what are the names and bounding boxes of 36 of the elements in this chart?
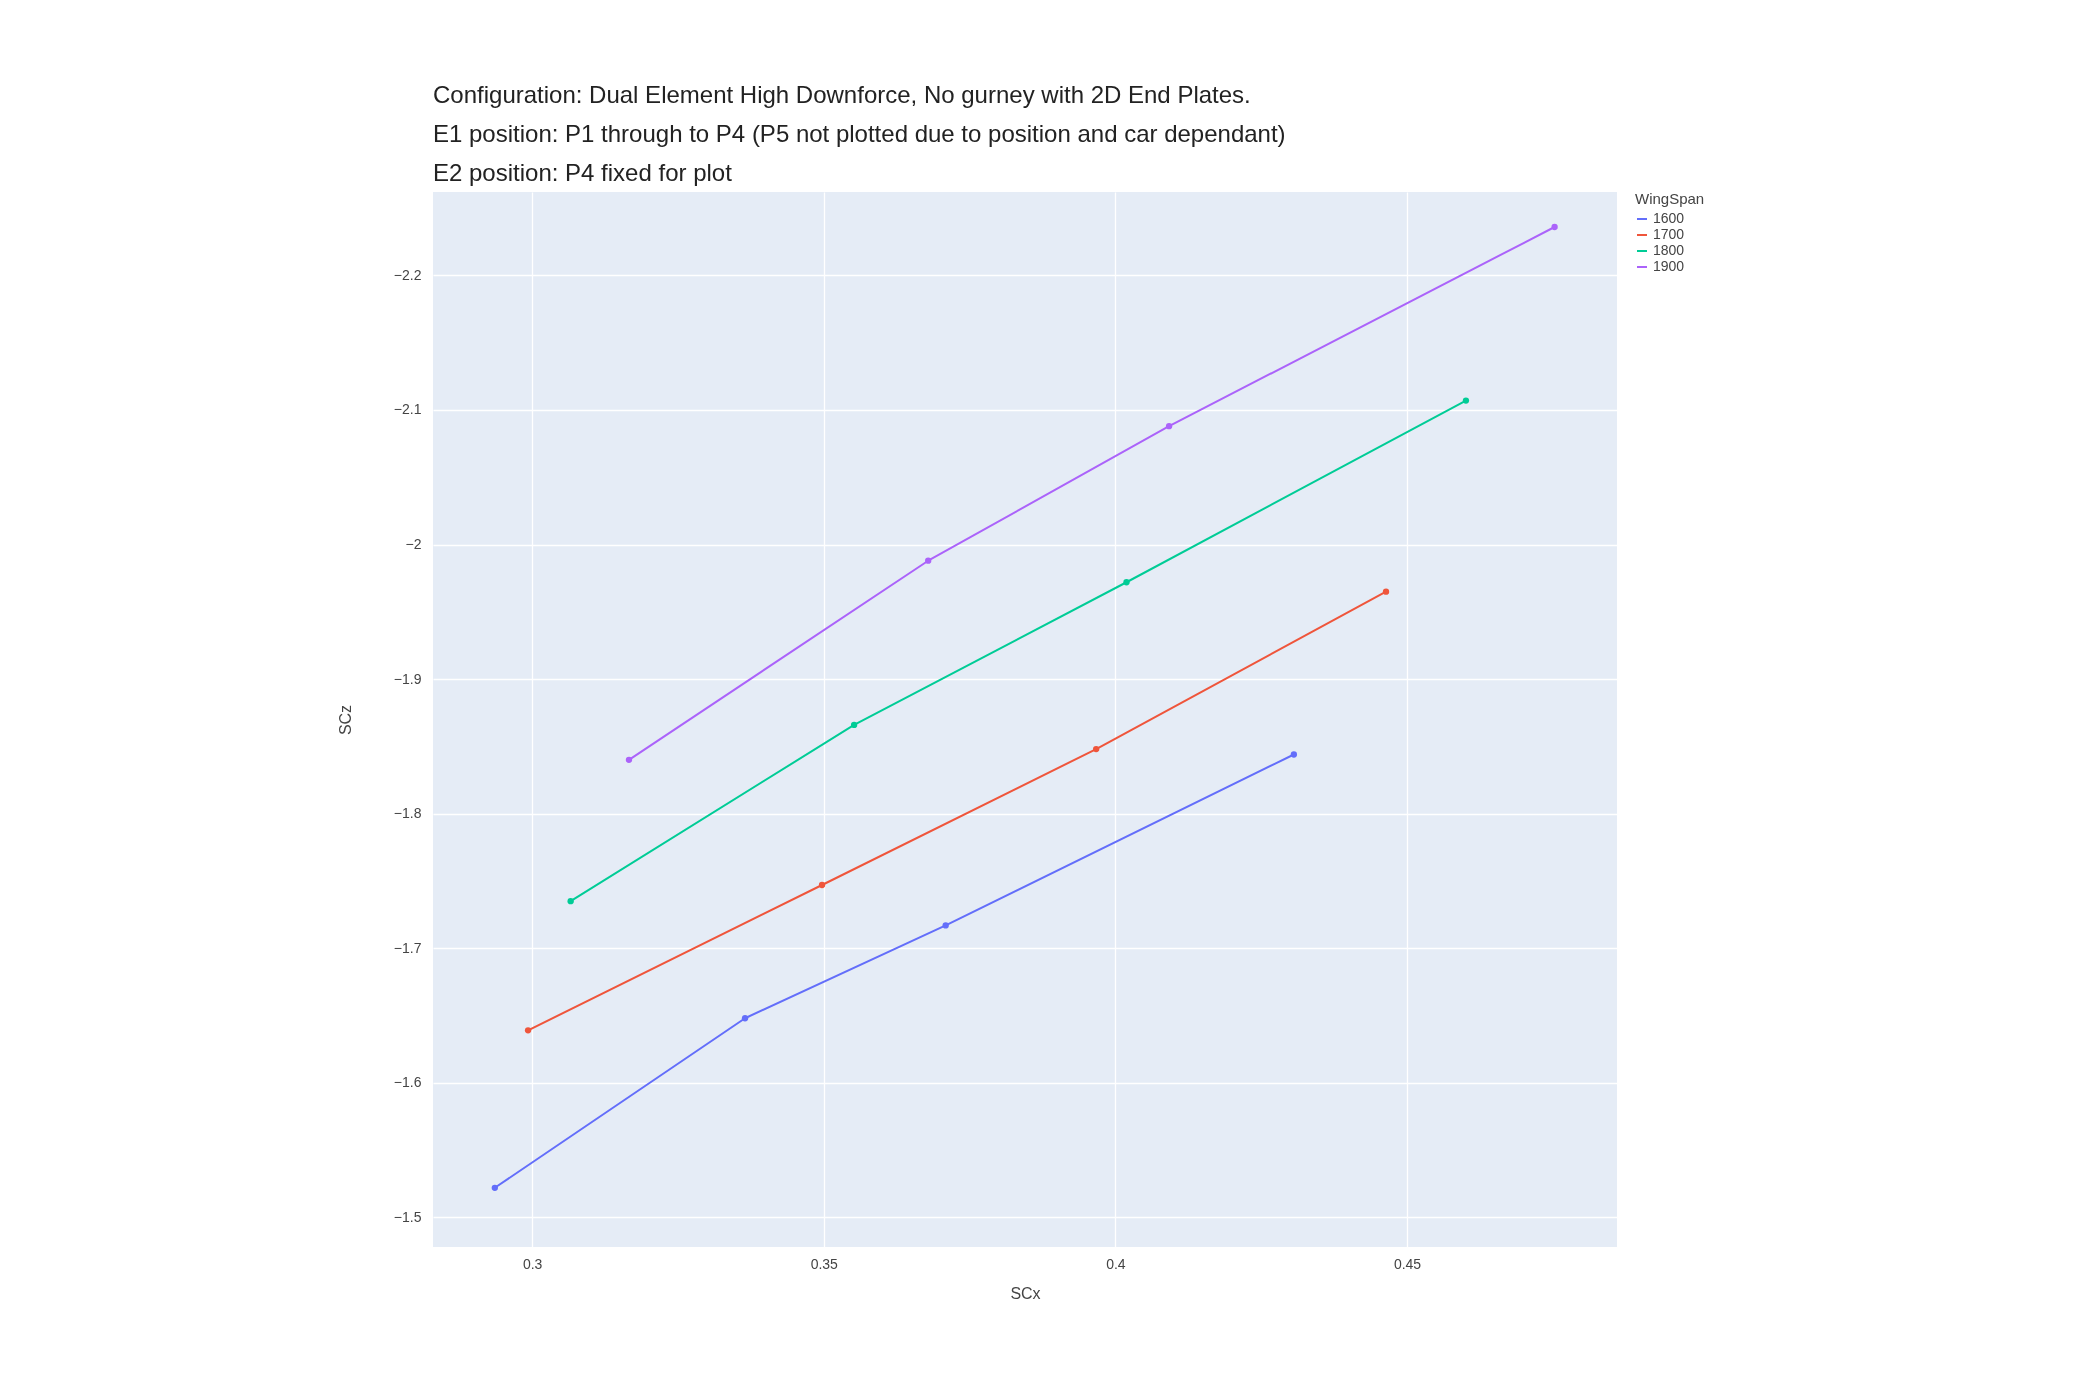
y-tick-label: −1.8 [393, 805, 422, 822]
x-tick-label: 0.3 [522, 1255, 543, 1272]
legend-title: WingSpan [1635, 190, 1705, 207]
legend-label: 1800 [1653, 242, 1685, 258]
legend-label: 1700 [1653, 226, 1685, 242]
y-tick-label: −1.7 [393, 939, 422, 956]
point [925, 557, 932, 564]
point [1462, 397, 1470, 404]
point [741, 1015, 749, 1022]
point [1290, 751, 1298, 758]
point [850, 721, 858, 729]
point [524, 1027, 532, 1034]
x-tick-label: 0.4 [1106, 1255, 1126, 1272]
point [1551, 223, 1558, 231]
y-tick-label: −1.5 [393, 1208, 422, 1225]
point [567, 898, 574, 905]
legend-label: 1900 [1653, 258, 1685, 274]
chart-title: Configuration: Dual Element High Downforce, No gurney with 2D End Plates. E1 position: P1 through to P4 (P5 not plotted due to position and car dependant) E2 position: P4 fixed for plot [433, 81, 1286, 186]
y-axis-title: SCz [336, 704, 354, 736]
point [1165, 422, 1173, 430]
point [942, 922, 949, 929]
point [491, 1184, 498, 1191]
y-tick-label: −2.2 [393, 266, 422, 283]
x-tick-label: 0.35 [810, 1255, 839, 1272]
legend-label: 1600 [1653, 210, 1685, 226]
y-tick-label: −1.9 [393, 670, 422, 687]
point [625, 756, 633, 764]
y-tick-label: −1.6 [393, 1074, 422, 1091]
point [1092, 745, 1100, 753]
y-tick-label: −2.1 [393, 401, 422, 418]
point [1382, 588, 1390, 595]
y-tick-label: −2 [405, 536, 422, 553]
point [1123, 579, 1130, 586]
x-axis-title: SCx [1010, 1284, 1041, 1302]
x-tick-label: 0.45 [1393, 1255, 1422, 1272]
point [818, 881, 826, 889]
